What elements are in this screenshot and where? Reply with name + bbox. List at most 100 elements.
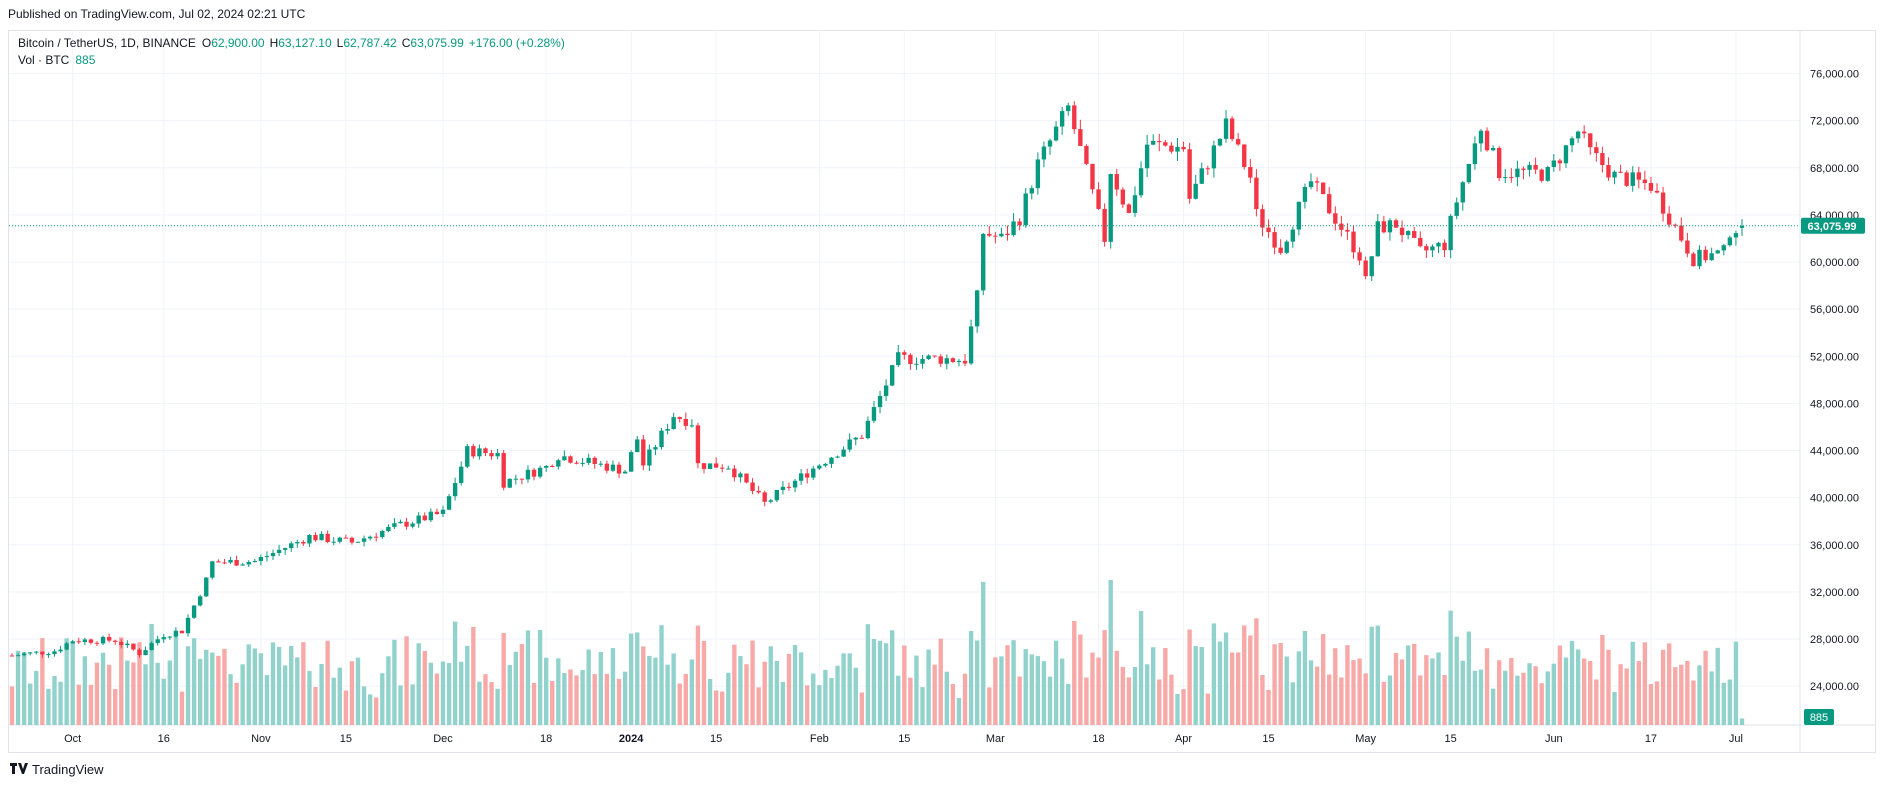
candle-body xyxy=(361,538,367,542)
candle-body xyxy=(1551,160,1557,168)
candle-body xyxy=(1563,145,1569,164)
candle-body xyxy=(1606,165,1611,178)
candle-body xyxy=(847,439,852,450)
volume-bar xyxy=(289,645,294,725)
volume-bar xyxy=(295,657,300,725)
candle-body xyxy=(1624,172,1629,186)
x-tick-label: 15 xyxy=(1262,733,1274,745)
candle-body xyxy=(707,463,713,469)
volume-bar xyxy=(835,665,840,725)
volume-label[interactable]: Vol · BTC xyxy=(18,53,70,67)
volume-bar xyxy=(701,641,707,725)
candle-body xyxy=(1278,247,1283,253)
candle-body xyxy=(568,456,573,463)
volume-bar xyxy=(628,633,634,725)
candle-body xyxy=(76,641,81,643)
volume-bar xyxy=(119,637,124,725)
candle-body xyxy=(313,535,318,541)
candle-body xyxy=(119,641,124,646)
candle-body xyxy=(1588,133,1593,148)
candle-body xyxy=(301,541,306,544)
candle-body xyxy=(1497,147,1502,179)
candle-body xyxy=(1229,118,1235,140)
candle-body xyxy=(1739,225,1745,228)
footer-brand[interactable]: TradingView xyxy=(10,762,104,777)
volume-bar xyxy=(519,644,525,725)
candle-body xyxy=(817,465,822,469)
volume-bar xyxy=(750,640,755,725)
volume-bar xyxy=(1618,664,1623,725)
candle-body xyxy=(1169,145,1174,152)
volume-bar xyxy=(1272,644,1277,725)
volume-bar xyxy=(1138,611,1144,725)
volume-bar xyxy=(920,687,925,725)
volume-bar xyxy=(635,632,640,725)
candle-body xyxy=(877,395,883,408)
volume-bar xyxy=(1448,610,1453,725)
volume-bar xyxy=(1460,660,1465,725)
volume-bar xyxy=(853,667,858,725)
volume-bar xyxy=(902,645,907,725)
candle-body xyxy=(859,437,865,439)
volume-bar xyxy=(1484,648,1490,725)
candle-body xyxy=(52,651,57,655)
volume-bar xyxy=(677,683,682,725)
volume-bar xyxy=(926,649,931,725)
candle-body xyxy=(94,642,100,644)
volume-bar xyxy=(40,638,45,725)
volume-bar xyxy=(562,673,567,725)
candle-body xyxy=(1290,229,1295,242)
open-label: O xyxy=(201,36,212,50)
volume-bar xyxy=(1533,666,1538,725)
volume-bar xyxy=(191,638,197,725)
candle-body xyxy=(1515,168,1520,178)
candle-body xyxy=(1503,177,1508,179)
candle-body xyxy=(1430,246,1435,251)
volume-bar xyxy=(689,659,695,725)
candle-body xyxy=(1442,242,1447,251)
y-tick-label: 32,000.00 xyxy=(1810,587,1859,599)
candle-body xyxy=(543,465,549,468)
x-tick-label: 2024 xyxy=(619,733,644,745)
candle-body xyxy=(1393,220,1399,228)
last-volume-label: 885 xyxy=(1810,712,1828,724)
candle-body xyxy=(1132,195,1138,213)
x-tick-label: Jun xyxy=(1545,733,1563,745)
candle-body xyxy=(246,561,251,565)
candle-body xyxy=(179,630,185,634)
candle-body xyxy=(1345,229,1350,232)
candle-body xyxy=(1041,146,1047,160)
volume-bar xyxy=(1132,667,1138,725)
candle-body xyxy=(1302,186,1308,202)
candle-body xyxy=(1175,146,1180,152)
y-tick-label: 68,000.00 xyxy=(1810,163,1859,175)
volume-bar xyxy=(246,644,251,725)
y-tick-label: 48,000.00 xyxy=(1810,398,1859,410)
candle-body xyxy=(883,385,889,396)
volume-bar xyxy=(653,657,658,725)
candle-body xyxy=(1320,182,1326,195)
candle-body xyxy=(386,526,391,532)
candle-body xyxy=(786,486,792,488)
volume-bar xyxy=(210,652,215,725)
volume-bar xyxy=(1066,684,1071,725)
open-value: 62,900.00 xyxy=(211,36,265,50)
candle-body xyxy=(483,448,488,454)
volume-bar xyxy=(1721,682,1726,725)
candle-body xyxy=(1205,168,1211,170)
volume-bar xyxy=(1205,693,1211,725)
symbol-title[interactable]: Bitcoin / TetherUS, 1D, BINANCE xyxy=(18,36,196,50)
volume-bar xyxy=(380,673,385,725)
candle-body xyxy=(659,430,664,448)
volume-bar xyxy=(871,638,877,725)
volume-bar xyxy=(531,682,537,725)
candle-body xyxy=(999,233,1004,237)
y-tick-label: 72,000.00 xyxy=(1810,116,1859,128)
volume-bar xyxy=(1041,661,1047,725)
volume-bar xyxy=(1242,625,1247,725)
volume-bar xyxy=(1503,670,1508,725)
volume-bar xyxy=(889,630,895,725)
volume-bar xyxy=(707,679,713,725)
candle-body xyxy=(1242,144,1247,167)
